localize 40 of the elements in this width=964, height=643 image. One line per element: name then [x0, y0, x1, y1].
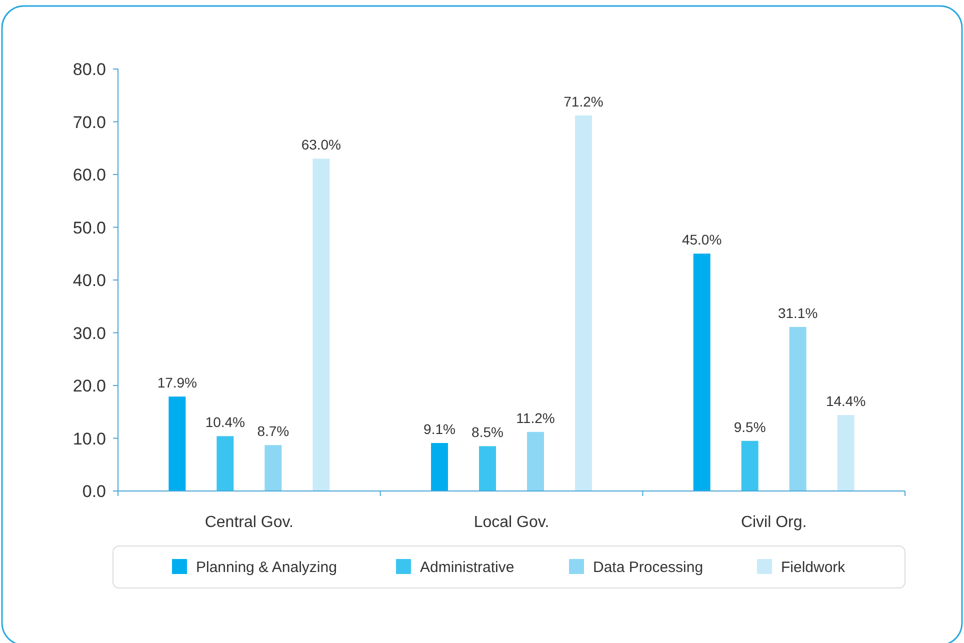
- data-label: 31.1%: [778, 304, 818, 321]
- data-label: 8.5%: [472, 424, 504, 440]
- bar: [264, 445, 282, 491]
- data-label: 10.4%: [205, 414, 246, 430]
- x-tick-label: Central Gov.: [204, 514, 294, 531]
- legend-label: Fieldwork: [781, 559, 846, 576]
- data-label: 9.1%: [424, 420, 456, 437]
- legend-label: Planning & Analyzing: [196, 559, 337, 576]
- bar: [216, 436, 234, 491]
- y-tick-label: 30.0: [72, 324, 106, 343]
- data-label: 8.7%: [257, 423, 290, 440]
- bar: [837, 415, 854, 491]
- x-tick-label: Local Gov.: [474, 514, 550, 531]
- x-tick-label: Civil Org.: [740, 514, 807, 531]
- bar: [479, 446, 496, 491]
- bar: [168, 396, 186, 491]
- data-label: 17.9%: [157, 374, 198, 391]
- y-tick-label: 20.0: [72, 376, 106, 396]
- bar: [741, 440, 758, 491]
- data-label: 14.4%: [826, 393, 866, 410]
- y-tick-label: 80.0: [72, 60, 106, 79]
- data-label: 11.2%: [516, 410, 555, 426]
- bar: [527, 432, 544, 491]
- legend-label: Administrative: [420, 559, 514, 576]
- bar: [693, 254, 710, 491]
- data-label: 9.5%: [734, 418, 766, 435]
- y-tick-label: 40.0: [72, 271, 106, 290]
- data-label: 71.2%: [564, 93, 604, 110]
- bar: [789, 326, 806, 491]
- bar: [431, 442, 448, 491]
- bar: [575, 115, 592, 491]
- y-tick-label: 10.0: [72, 429, 106, 448]
- bar: [312, 158, 330, 491]
- y-tick-label: 60.0: [72, 166, 106, 184]
- data-label: 45.0%: [682, 232, 722, 248]
- y-tick-label: 50.0: [72, 218, 106, 238]
- legend-label: Data Processing: [593, 559, 704, 576]
- data-label: 63.0%: [301, 136, 342, 153]
- y-tick-label: 0.0: [82, 482, 106, 501]
- y-tick-label: 70.0: [72, 112, 106, 132]
